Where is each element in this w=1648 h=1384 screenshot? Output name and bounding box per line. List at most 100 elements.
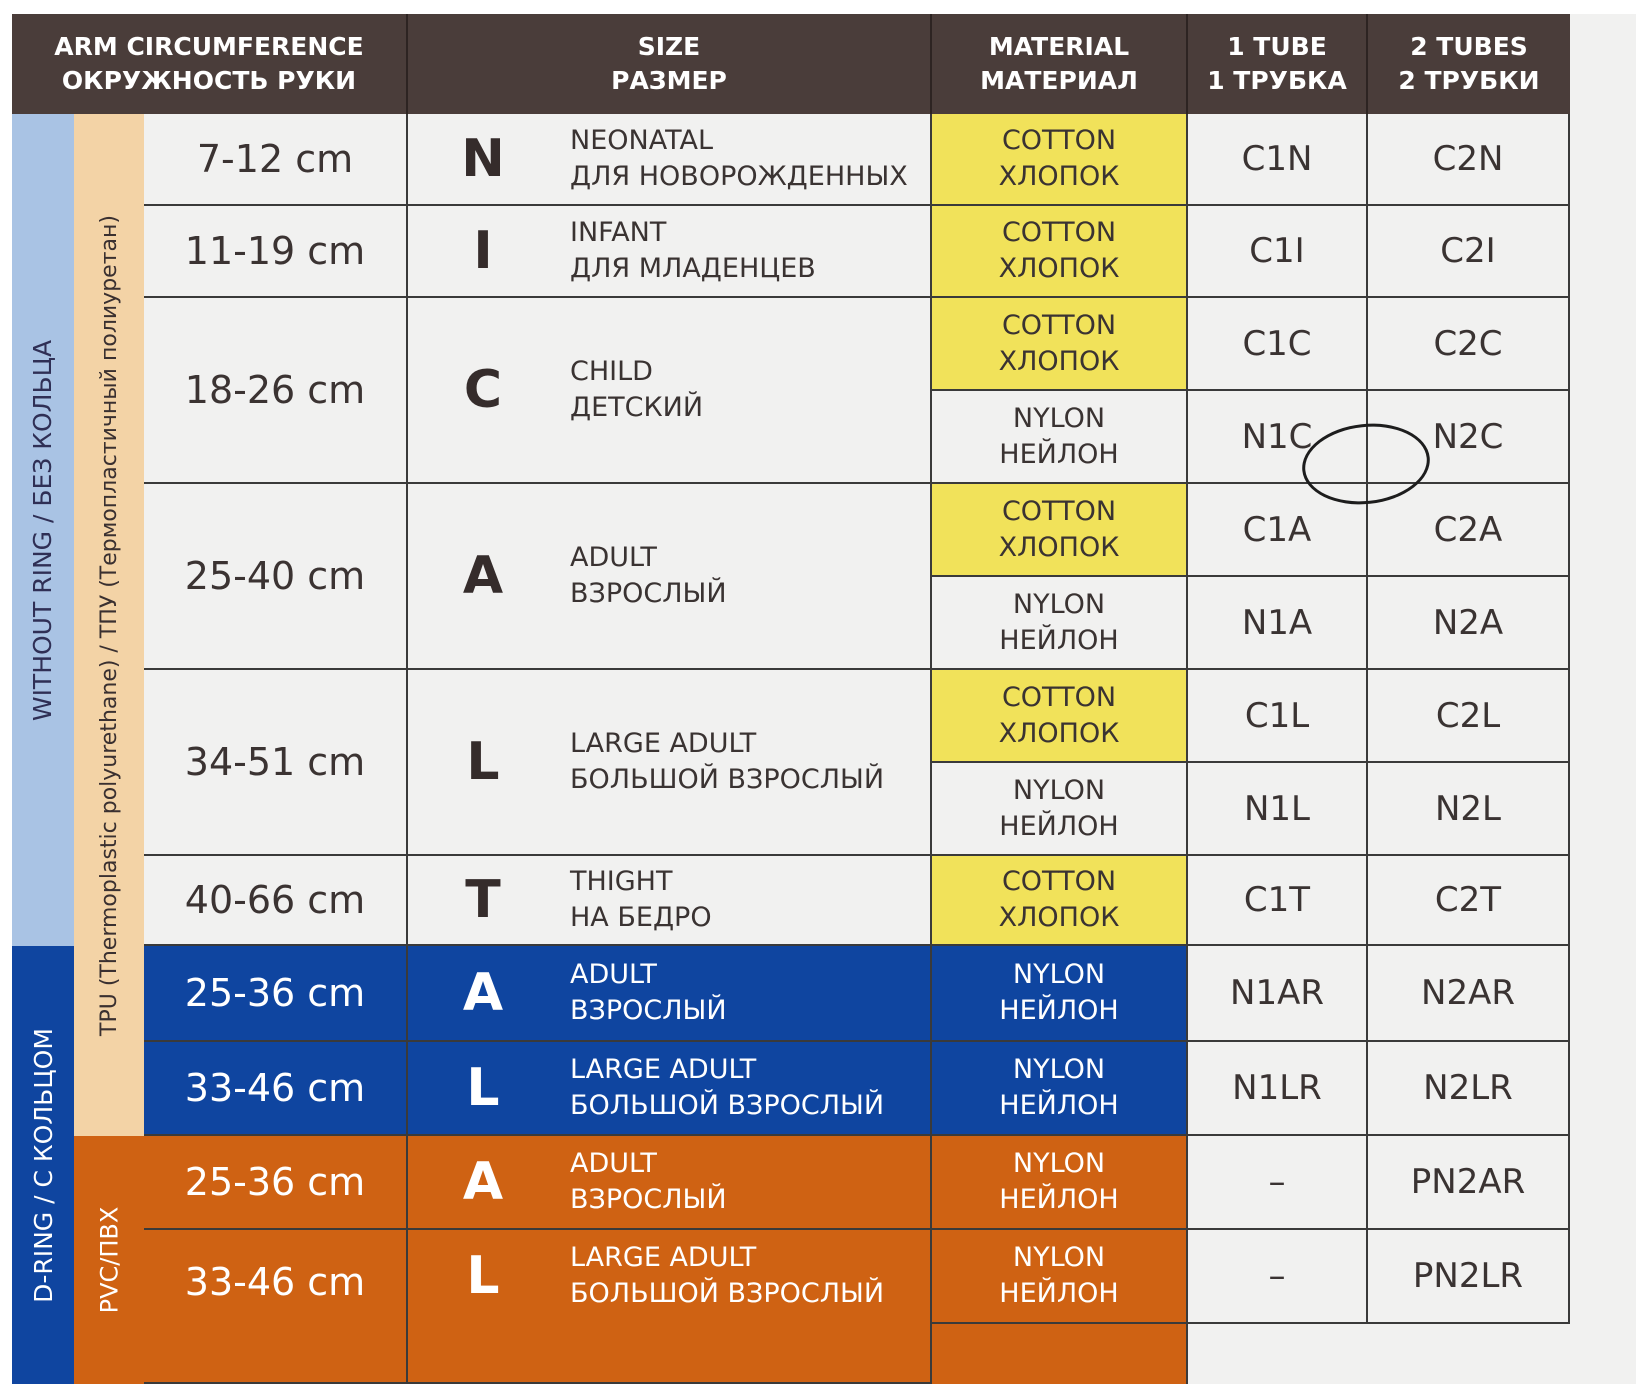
circumference-cell: 18-26 cm (144, 298, 408, 484)
header-tube1-ru: 1 ТРУБКА (1207, 66, 1347, 95)
material-ru: ХЛОПОК (998, 345, 1120, 377)
material-cell: COTTON ХЛОПОК (932, 206, 1188, 298)
material-ru: НЕЙЛОН (999, 624, 1119, 656)
size-cell: N NEONATAL ДЛЯ НОВОРОЖДЕННЫХ (408, 114, 932, 206)
size-letter: A (462, 963, 504, 1023)
tube2-code: C2N (1368, 114, 1570, 206)
material-cell: NYLON НЕЙЛОН (932, 763, 1188, 856)
material-en: NYLON (1012, 959, 1106, 990)
size-name-en: ADULT (570, 959, 657, 990)
size-description: CHILD ДЕТСКИЙ (570, 298, 703, 482)
material-cell: NYLON НЕЙЛОН (932, 577, 1188, 670)
tube1-code: N1C (1188, 391, 1368, 484)
header-tube2-ru: 2 ТРУБКИ (1398, 66, 1540, 95)
material-en: NYLON (1012, 588, 1106, 620)
pvc-label: PVC/ПВХ (95, 1206, 123, 1314)
tpu-label: TPU (Thermoplastic polyurethane) / ТПУ (… (96, 214, 122, 1036)
size-letter: C (463, 360, 503, 420)
without-ring-strip: WITHOUT RING / БЕЗ КОЛЬЦА (12, 114, 74, 946)
size-cell: L LARGE ADULT БОЛЬШОЙ ВЗРОСЛЫЙ (408, 1230, 932, 1384)
d-ring-strip: D-RING / С КОЛЬЦОМ (12, 946, 74, 1384)
size-name-en: LARGE ADULT (570, 728, 757, 759)
material-cell: NYLON НЕЙЛОН (932, 946, 1188, 1042)
material-ru: ХЛОПОК (998, 161, 1120, 192)
size-letter: A (462, 546, 504, 606)
tube1-code: N1A (1188, 577, 1368, 670)
header-size: SIZE РАЗМЕР (408, 14, 932, 114)
size-name-en: CHILD (570, 356, 653, 387)
material-en: COTTON (1001, 125, 1117, 156)
circumference-cell: 33-46 cm (144, 1230, 408, 1384)
material-cell: COTTON ХЛОПОК (932, 670, 1188, 763)
size-cell: A ADULT ВЗРОСЛЫЙ (408, 1136, 932, 1230)
size-name-ru: БОЛЬШОЙ ВЗРОСЛЫЙ (570, 764, 885, 795)
size-cell: L LARGE ADULT БОЛЬШОЙ ВЗРОСЛЫЙ (408, 1042, 932, 1136)
header-material: MATERIAL МАТЕРИАЛ (932, 14, 1188, 114)
size-description: NEONATAL ДЛЯ НОВОРОЖДЕННЫХ (570, 114, 908, 204)
size-letter: L (466, 1058, 500, 1118)
size-letter: T (465, 870, 501, 930)
circumference-cell: 25-36 cm (144, 1136, 408, 1230)
header-material-ru: МАТЕРИАЛ (980, 66, 1138, 95)
header-tube2-en: 2 TUBES (1410, 32, 1528, 61)
material-cell: COTTON ХЛОПОК (932, 856, 1188, 946)
cuff-size-table: ARM CIRCUMFERENCE ОКРУЖНОСТЬ РУКИ SIZE Р… (12, 14, 1636, 1384)
material-ru: ХЛОПОК (998, 531, 1120, 563)
material-cell: NYLON НЕЙЛОН (932, 391, 1188, 484)
material-en: COTTON (1001, 866, 1117, 897)
size-description: LARGE ADULT БОЛЬШОЙ ВЗРОСЛЫЙ (570, 670, 884, 854)
tube1-code: N1AR (1188, 946, 1368, 1042)
material-ru: НЕЙЛОН (999, 1184, 1119, 1215)
material-en: NYLON (1012, 1054, 1106, 1085)
material-ru: ХЛОПОК (998, 717, 1120, 749)
material-ru: ХЛОПОК (998, 253, 1120, 284)
size-letter: L (466, 1246, 500, 1306)
tube1-code: C1I (1188, 206, 1368, 298)
material-en: NYLON (1012, 1242, 1106, 1273)
circumference-cell: 7-12 cm (144, 114, 408, 206)
size-name-en: INFANT (570, 217, 667, 248)
circumference-cell: 40-66 cm (144, 856, 408, 946)
size-description: ADULT ВЗРОСЛЫЙ (570, 1136, 727, 1228)
material-cell: COTTON ХЛОПОК (932, 114, 1188, 206)
material-en: COTTON (1001, 309, 1117, 341)
tube1-code: C1C (1188, 298, 1368, 391)
size-letter: L (466, 732, 500, 792)
tpu-strip: TPU (Thermoplastic polyurethane) / ТПУ (… (74, 114, 144, 1136)
tube2-code: N2A (1368, 577, 1570, 670)
tube1-code: N1LR (1188, 1042, 1368, 1136)
header-1-tube: 1 TUBE 1 ТРУБКА (1188, 14, 1368, 114)
tube2-code: C2L (1368, 670, 1570, 763)
material-filler (932, 1324, 1188, 1384)
size-name-en: ADULT (570, 1148, 657, 1179)
size-letter: N (461, 129, 505, 189)
size-name-en: ADULT (570, 542, 657, 573)
material-en: COTTON (1001, 495, 1117, 527)
material-ru: НЕЙЛОН (999, 1090, 1119, 1121)
material-ru: НЕЙЛОН (999, 438, 1119, 470)
circumference-cell: 34-51 cm (144, 670, 408, 856)
size-name-en: NEONATAL (570, 125, 713, 156)
material-en: COTTON (1001, 681, 1117, 713)
size-cell: A ADULT ВЗРОСЛЫЙ (408, 946, 932, 1042)
header-2-tubes: 2 TUBES 2 ТРУБКИ (1368, 14, 1570, 114)
circumference-cell: 25-40 cm (144, 484, 408, 670)
tube2-code: C2T (1368, 856, 1570, 946)
tube1-code: C1N (1188, 114, 1368, 206)
size-name-ru: ВЗРОСЛЫЙ (570, 995, 727, 1026)
material-ru: НЕЙЛОН (999, 1278, 1119, 1309)
circumference-cell: 11-19 cm (144, 206, 408, 298)
size-cell: L LARGE ADULT БОЛЬШОЙ ВЗРОСЛЫЙ (408, 670, 932, 856)
size-description: LARGE ADULT БОЛЬШОЙ ВЗРОСЛЫЙ (570, 1042, 884, 1134)
tube2-code: C2A (1368, 484, 1570, 577)
header-tube1-en: 1 TUBE (1227, 32, 1327, 61)
tube1-code: – (1188, 1230, 1368, 1324)
material-cell: NYLON НЕЙЛОН (932, 1136, 1188, 1230)
header-material-en: MATERIAL (988, 32, 1130, 61)
tube2-code: PN2AR (1368, 1136, 1570, 1230)
size-cell: I INFANT ДЛЯ МЛАДЕНЦЕВ (408, 206, 932, 298)
size-name-ru: ДЛЯ МЛАДЕНЦЕВ (570, 253, 816, 284)
size-name-ru: ВЗРОСЛЫЙ (570, 1184, 727, 1215)
size-name-ru: БОЛЬШОЙ ВЗРОСЛЫЙ (570, 1278, 885, 1309)
size-cell: T THIGHT НА БЕДРО (408, 856, 932, 946)
